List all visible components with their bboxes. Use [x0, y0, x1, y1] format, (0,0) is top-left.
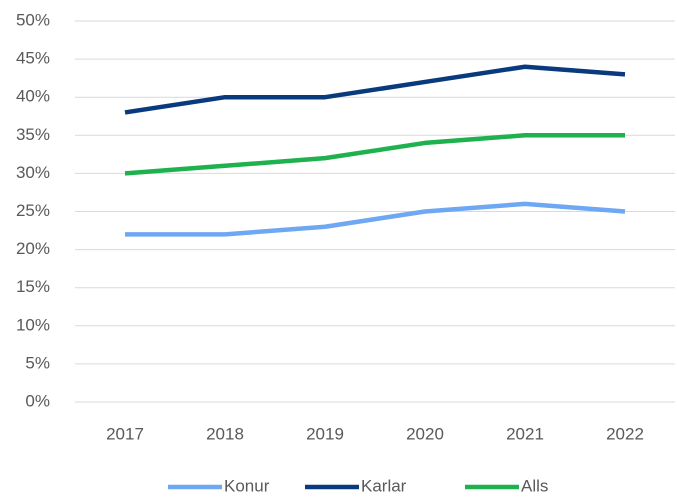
series-line: [124, 133, 625, 176]
x-tick-label: 2017: [106, 424, 144, 443]
x-tick-label: 2020: [406, 424, 444, 443]
x-tick-label: 2019: [306, 424, 344, 443]
y-tick-label: 5%: [25, 353, 50, 372]
x-tick-label: 2021: [506, 424, 544, 443]
y-tick-label: 10%: [16, 315, 50, 334]
y-tick-label: 45%: [16, 49, 50, 68]
x-tick-label: 2022: [606, 424, 644, 443]
series-line: [125, 201, 626, 237]
y-tick-label: 30%: [16, 163, 50, 182]
x-tick-label: 2018: [206, 424, 244, 443]
y-tick-label: 20%: [16, 239, 50, 258]
legend-label: Konur: [224, 476, 270, 495]
series-line: [124, 64, 626, 115]
y-tick-label: 25%: [16, 201, 50, 220]
y-tick-label: 40%: [16, 87, 50, 106]
legend-label: Alls: [521, 476, 548, 495]
y-tick-label: 35%: [16, 125, 50, 144]
y-tick-label: 50%: [16, 10, 50, 29]
y-tick-label: 15%: [16, 277, 50, 296]
y-tick-label: 0%: [25, 391, 50, 410]
legend-label: Karlar: [361, 476, 407, 495]
